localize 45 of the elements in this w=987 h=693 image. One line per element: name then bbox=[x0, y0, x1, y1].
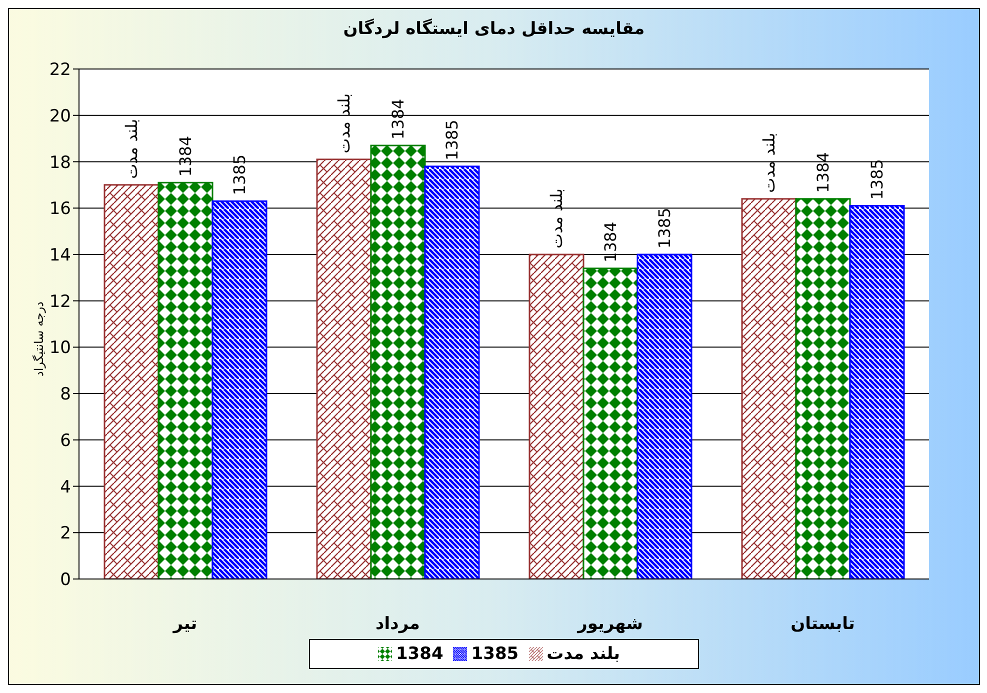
text: 1384 bbox=[176, 136, 195, 177]
y-tick-label: 20 bbox=[49, 106, 71, 126]
text: 1384 bbox=[388, 98, 408, 140]
y-tick-label: 10 bbox=[49, 338, 71, 358]
text: بلند مدت bbox=[760, 132, 778, 193]
bar bbox=[316, 158, 372, 579]
text: 1385 bbox=[442, 120, 462, 160]
x-tick-label: مرداد bbox=[376, 614, 420, 634]
y-tick-label: 0 bbox=[60, 570, 71, 590]
y-tick-label: 2 bbox=[60, 524, 71, 544]
text: بلند مدت bbox=[122, 118, 141, 179]
text: بلند مدت bbox=[547, 188, 566, 248]
text: 1385 bbox=[868, 159, 886, 200]
y-tick-label: 8 bbox=[60, 384, 71, 405]
legend-label: 1385 bbox=[471, 644, 519, 664]
bar bbox=[212, 200, 268, 579]
text: 1384 bbox=[814, 152, 832, 193]
y-axis-title: درجه سانتیگراد bbox=[32, 301, 46, 377]
bar bbox=[636, 254, 692, 579]
bar bbox=[528, 254, 584, 579]
y-tick-label: 16 bbox=[49, 199, 71, 220]
y-tick-label: 12 bbox=[49, 292, 71, 312]
x-tick-label: شهریور bbox=[576, 614, 643, 634]
y-tick-label: 14 bbox=[49, 245, 71, 266]
x-tick-label: تابستان bbox=[790, 614, 855, 634]
legend-label: بلند مدت bbox=[546, 644, 620, 664]
bar bbox=[104, 184, 160, 579]
text: 1385 bbox=[655, 208, 674, 248]
y-tick-label: 18 bbox=[49, 152, 71, 173]
bar bbox=[795, 198, 851, 579]
chart-title: مقایسه حداقل دمای ایستگاه لردگان bbox=[342, 18, 646, 41]
bar bbox=[424, 166, 480, 579]
legend-label: 1384 bbox=[396, 644, 444, 664]
bar bbox=[158, 182, 214, 579]
bar bbox=[370, 144, 426, 579]
text: 1384 bbox=[601, 222, 620, 262]
text: 1385 bbox=[230, 154, 249, 196]
text: بلند مدت bbox=[334, 93, 354, 154]
y-tick-label: 4 bbox=[60, 477, 71, 498]
x-tick-label: تیر bbox=[172, 614, 198, 634]
y-tick-label: 22 bbox=[49, 60, 71, 80]
bar bbox=[582, 268, 638, 579]
y-tick-label: 6 bbox=[60, 430, 71, 451]
bar bbox=[741, 198, 797, 579]
bar bbox=[849, 205, 905, 579]
